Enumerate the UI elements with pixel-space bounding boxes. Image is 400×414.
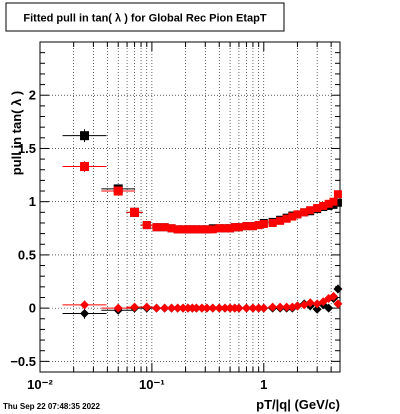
data-point-square xyxy=(179,225,188,234)
data-point-square xyxy=(248,222,257,231)
data-point-diamond xyxy=(333,299,343,309)
data-point-diamond xyxy=(333,284,343,294)
data-point-square xyxy=(230,223,239,232)
data-point-diamond xyxy=(202,303,212,313)
data-point-square xyxy=(234,223,243,232)
data-point-square xyxy=(173,225,182,234)
data-point-square xyxy=(220,224,229,233)
data-point-square xyxy=(183,225,192,234)
data-marks xyxy=(62,129,343,319)
data-point-diamond xyxy=(234,303,244,313)
data-point-diamond xyxy=(329,291,339,301)
data-point-diamond xyxy=(259,303,269,313)
data-point-square xyxy=(80,131,90,141)
data-point-square xyxy=(313,204,322,213)
y-axis-label: pull in tan( λ ) xyxy=(9,91,24,176)
data-point-square xyxy=(293,210,302,219)
data-point-square xyxy=(288,212,297,221)
data-point-square xyxy=(319,201,328,210)
data-point-square xyxy=(306,206,315,215)
data-point-diamond xyxy=(275,302,285,312)
data-point-square xyxy=(268,218,277,227)
timestamp: Thu Sep 22 07:48:35 2022 xyxy=(3,402,100,411)
data-point-diamond xyxy=(80,308,90,318)
data-point-square xyxy=(242,222,251,231)
data-point-diamond xyxy=(324,303,334,313)
y-tick-label: 0.5 xyxy=(18,247,36,262)
data-point-diamond xyxy=(173,303,183,313)
data-point-diamond xyxy=(208,303,218,313)
data-point-square xyxy=(208,225,217,234)
data-point-diamond xyxy=(80,300,90,310)
data-point-square xyxy=(197,225,206,234)
data-point-square xyxy=(192,225,201,234)
data-point-diamond xyxy=(268,302,278,312)
data-point-diamond xyxy=(197,303,207,313)
data-point-diamond xyxy=(220,303,230,313)
data-point-square xyxy=(300,208,309,217)
title-box xyxy=(5,2,285,32)
data-point-diamond xyxy=(113,303,123,313)
data-point-square xyxy=(113,186,123,196)
data-point-diamond xyxy=(130,302,140,312)
data-point-square xyxy=(226,224,235,233)
axes: 10⁻² 10⁻¹ 1 −0.5 0 0.5 1 1.5 2 xyxy=(10,42,340,392)
y-tick-label: −0.5 xyxy=(10,354,36,369)
chart-title: Fitted pull in tan( λ ) for Global Rec P… xyxy=(23,13,267,25)
data-point-square xyxy=(333,190,342,199)
data-point-diamond xyxy=(282,302,292,312)
data-point-diamond xyxy=(152,303,162,313)
y-tick-label: 1 xyxy=(29,194,36,209)
data-point-diamond xyxy=(248,303,258,313)
plot-frame xyxy=(39,41,341,373)
data-point-diamond xyxy=(292,301,302,311)
data-point-square xyxy=(215,224,224,233)
data-point-diamond xyxy=(142,302,152,312)
data-point-square xyxy=(188,225,197,234)
data-point-square xyxy=(254,221,263,230)
data-point-diamond xyxy=(160,303,170,313)
x-tick-label: 10⁻¹ xyxy=(139,377,165,392)
data-point-diamond xyxy=(178,303,188,313)
data-point-diamond xyxy=(312,304,322,314)
data-point-diamond xyxy=(254,303,264,313)
data-point-square xyxy=(259,220,268,229)
x-axis-label: pT/|q| (GeV/c) xyxy=(256,397,340,412)
data-point-square xyxy=(152,223,161,232)
data-point-diamond xyxy=(241,303,251,313)
x-tick-label: 1 xyxy=(260,377,267,392)
data-point-square xyxy=(202,225,211,234)
data-point-diamond xyxy=(191,303,201,313)
y-tick-label: 1.5 xyxy=(18,141,36,156)
data-point-square xyxy=(160,223,169,232)
grid-lines xyxy=(39,42,340,372)
data-point-square xyxy=(282,214,291,223)
data-point-square xyxy=(167,224,176,233)
data-point-diamond xyxy=(214,303,224,313)
data-point-square xyxy=(324,199,333,208)
y-tick-label: 0 xyxy=(29,301,36,316)
y-tick-label: 2 xyxy=(29,88,36,103)
data-point-diamond xyxy=(305,298,315,308)
x-tick-label: 10⁻² xyxy=(27,377,53,392)
data-point-square xyxy=(333,198,342,207)
data-point-square xyxy=(130,207,140,217)
data-point-square xyxy=(142,221,151,230)
data-point-diamond xyxy=(167,303,177,313)
data-point-diamond xyxy=(225,303,235,313)
data-point-square xyxy=(329,197,338,206)
data-point-square xyxy=(276,216,285,225)
data-point-square xyxy=(80,162,90,172)
